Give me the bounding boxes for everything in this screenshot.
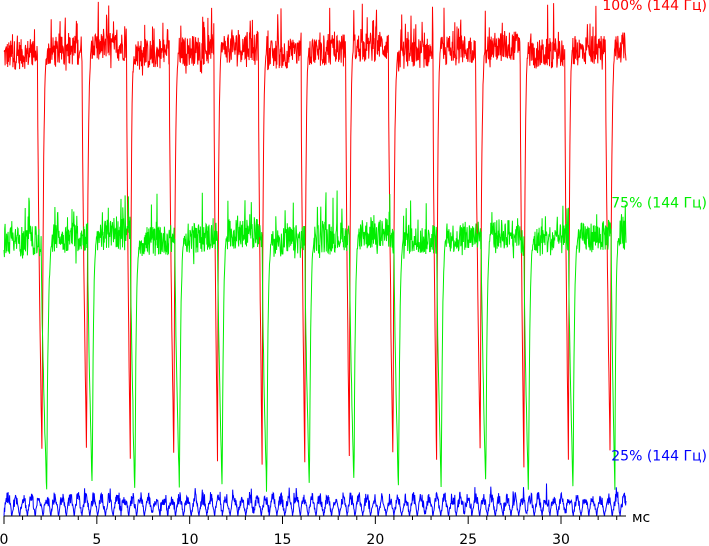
x-axis: 0 5 10 15 20 25 30 [0, 515, 626, 546]
series-line-2 [3, 483, 627, 517]
x-tick-label: 15 [274, 532, 292, 546]
series-line-0 [3, 1, 627, 468]
x-tick-label: 20 [366, 532, 384, 546]
series-layer [3, 1, 627, 517]
series-label-0: 100% (144 Гц) [602, 0, 707, 14]
label-layer: 100% (144 Гц) 75% (144 Гц) 25% (144 Гц) [602, 0, 707, 464]
x-tick-label: 10 [181, 532, 199, 546]
x-tick-label: 30 [552, 532, 570, 546]
series-line-1 [3, 190, 627, 492]
series-label-1: 75% (144 Гц) [611, 195, 707, 211]
x-tick-label: 5 [92, 532, 101, 546]
x-tick-label: 25 [459, 532, 477, 546]
x-tick-label: 0 [0, 532, 8, 546]
series-label-2: 25% (144 Гц) [611, 448, 707, 464]
x-axis-unit-label: мс [632, 510, 650, 526]
